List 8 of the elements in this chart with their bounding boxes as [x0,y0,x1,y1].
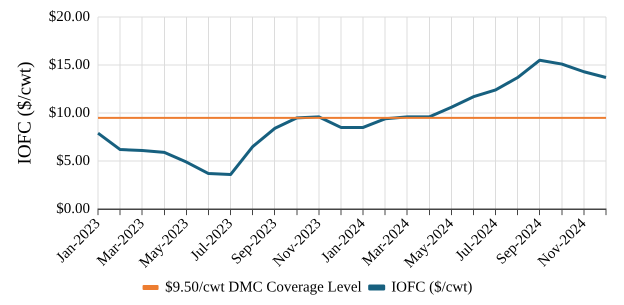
y-axis-title: IOFC ($/cwt) [14,62,36,164]
y-tick-label: $15.00 [48,56,90,73]
y-tick-label: $5.00 [56,153,90,169]
y-tick-label: $10.00 [48,104,90,121]
legend-label: $9.50/cwt DMC Coverage Level [165,279,362,296]
legend-label: IOFC ($/cwt) [391,279,472,296]
y-tick-label: $20.00 [48,8,90,25]
y-tick-label: $0.00 [56,201,90,218]
